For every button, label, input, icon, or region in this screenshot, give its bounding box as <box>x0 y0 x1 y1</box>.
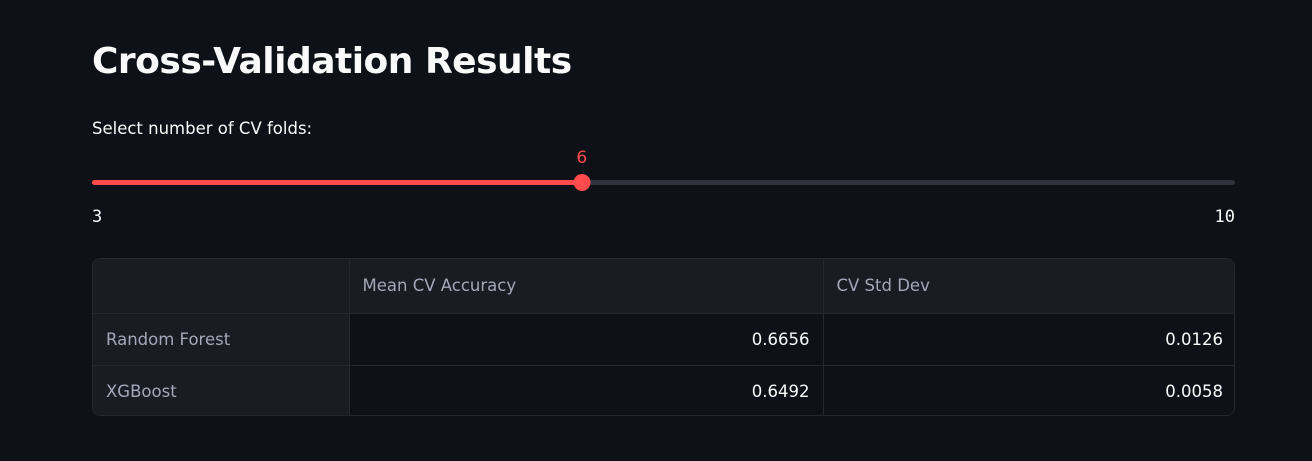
slider-max-label: 10 <box>1214 207 1235 227</box>
cell-cv-std-dev[interactable]: 0.0058 <box>823 365 1234 415</box>
page-title: Cross-Validation Results <box>92 41 572 82</box>
cv-folds-slider[interactable]: 6 3 10 <box>92 146 1235 230</box>
table-header-row: Mean CV Accuracy CV Std Dev <box>93 259 1234 314</box>
table-row: XGBoost 0.6492 0.0058 <box>93 365 1234 415</box>
cell-mean-cv-accuracy[interactable]: 0.6656 <box>349 313 824 366</box>
cv-std-dev-column-header[interactable]: CV Std Dev <box>823 259 1234 314</box>
mean-cv-accuracy-column-header[interactable]: Mean CV Accuracy <box>349 259 824 314</box>
row-label-random-forest[interactable]: Random Forest <box>93 313 350 366</box>
table-row: Random Forest 0.6656 0.0126 <box>93 313 1234 366</box>
cell-cv-std-dev[interactable]: 0.0126 <box>823 313 1234 366</box>
row-label-xgboost[interactable]: XGBoost <box>93 365 350 415</box>
slider-track[interactable] <box>92 180 1235 185</box>
slider-track-fill <box>92 180 582 185</box>
index-column-header[interactable] <box>93 259 350 314</box>
cv-results-table[interactable]: Mean CV Accuracy CV Std Dev Random Fores… <box>92 258 1235 416</box>
slider-thumb[interactable] <box>573 174 591 191</box>
slider-current-value: 6 <box>576 148 588 168</box>
slider-min-label: 3 <box>92 207 103 227</box>
cell-mean-cv-accuracy[interactable]: 0.6492 <box>349 365 824 415</box>
cv-folds-slider-label: Select number of CV folds: <box>92 119 313 138</box>
